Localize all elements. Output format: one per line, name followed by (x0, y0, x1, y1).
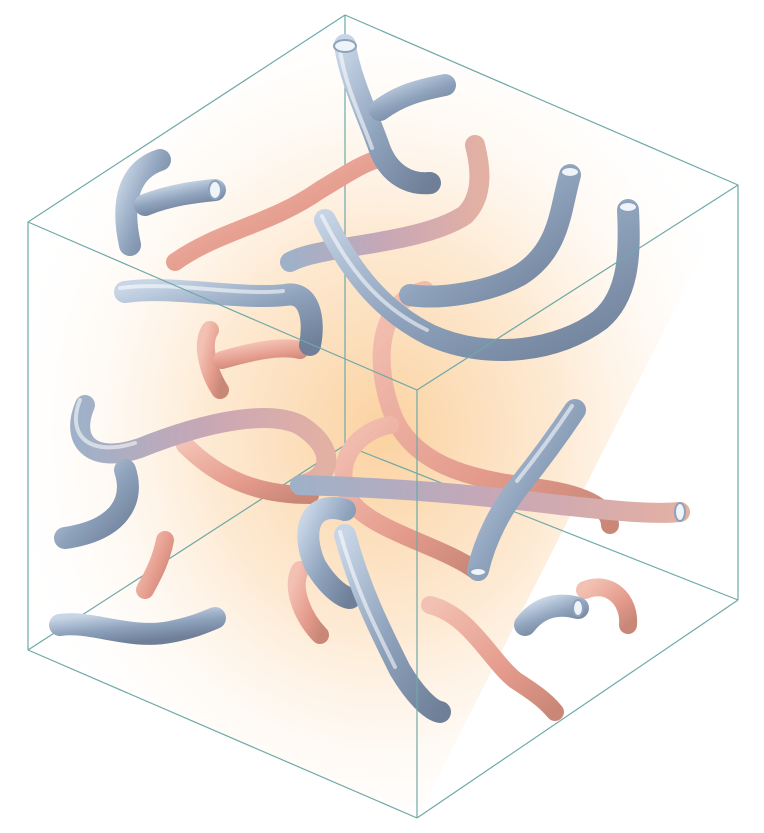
tube-highlights (73, 48, 574, 669)
tube-ends (208, 39, 686, 617)
mixed-tubes (70, 135, 690, 523)
cube-front-edges (27, 14, 739, 819)
pink-tubes (136, 151, 638, 721)
